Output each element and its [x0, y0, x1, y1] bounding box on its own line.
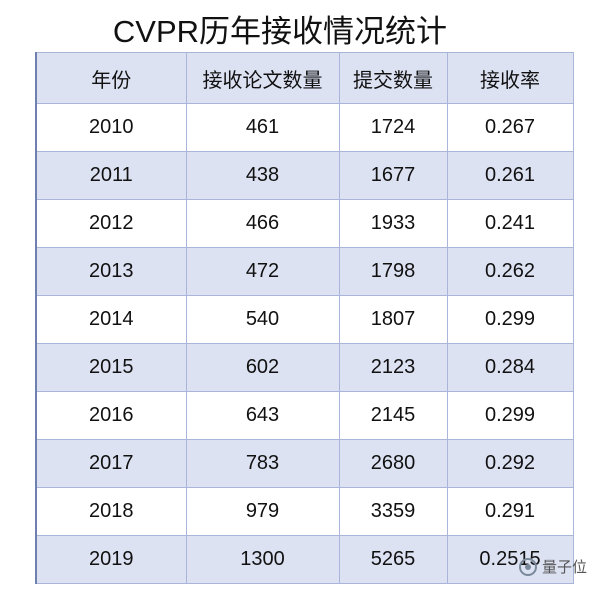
table-cell: 2013 [35, 247, 187, 296]
table-row: 2010 461 1724 0.267 [35, 103, 574, 152]
data-table: 年份 接收论文数量 提交数量 接收率 2010 461 1724 0.267 2011 438 1… [35, 52, 574, 584]
table-body: 2010 461 1724 0.267 2011 438 1677 0.261 2012 466 1… [35, 103, 574, 584]
table-cell: 461 [185, 103, 340, 152]
table-cell: 472 [185, 247, 340, 296]
table-cell: 2017 [35, 439, 187, 488]
watermark: 量子位 [518, 556, 587, 577]
column-header: 年份 [35, 52, 187, 104]
table-row: 2011 438 1677 0.261 [35, 151, 574, 200]
table-cell: 0.262 [446, 247, 574, 296]
table-cell: 783 [185, 439, 340, 488]
table-cell: 0.299 [446, 295, 574, 344]
table-cell: 602 [185, 343, 340, 392]
table-cell: 2016 [35, 391, 187, 440]
column-header: 接收率 [446, 52, 574, 104]
table-cell: 3359 [338, 487, 448, 536]
table-row: 2019 1300 5265 0.2515 [35, 535, 574, 584]
table-cell: 540 [185, 295, 340, 344]
table-cell: 0.261 [446, 151, 574, 200]
table-cell: 0.299 [446, 391, 574, 440]
table-cell: 2123 [338, 343, 448, 392]
table-cell: 2018 [35, 487, 187, 536]
table-row: 2017 783 2680 0.292 [35, 439, 574, 488]
table-cell: 1724 [338, 103, 448, 152]
table-cell: 5265 [338, 535, 448, 584]
table-cell: 438 [185, 151, 340, 200]
column-header: 提交数量 [338, 52, 448, 104]
table-row: 2016 643 2145 0.299 [35, 391, 574, 440]
table-row: 2014 540 1807 0.299 [35, 295, 574, 344]
table-row: 2018 979 3359 0.291 [35, 487, 574, 536]
table-cell: 2010 [35, 103, 187, 152]
table-cell: 2015 [35, 343, 187, 392]
table-cell: 2019 [35, 535, 187, 584]
table-cell: 2012 [35, 199, 187, 248]
table-row: 2012 466 1933 0.241 [35, 199, 574, 248]
table-cell: 0.291 [446, 487, 574, 536]
table-cell: 0.2515 [446, 535, 574, 584]
header-row: 年份 接收论文数量 提交数量 接收率 [35, 52, 574, 104]
table-cell: 2014 [35, 295, 187, 344]
watermark-icon [519, 557, 537, 576]
column-header: 接收论文数量 [185, 52, 340, 104]
table-cell: 1677 [338, 151, 448, 200]
table-cell: 0.241 [446, 199, 574, 248]
table-cell: 2145 [338, 391, 448, 440]
table-cell: 2011 [35, 151, 187, 200]
title: CVPR历年接收情况统计 [112, 14, 448, 49]
table-cell: 979 [185, 487, 340, 536]
table-cell: 0.292 [446, 439, 574, 488]
table-cell: 466 [185, 199, 340, 248]
table-cell: 1933 [338, 199, 448, 248]
table-cell: 1807 [338, 295, 448, 344]
table-cell: 0.267 [446, 103, 574, 152]
table-row: 2013 472 1798 0.262 [35, 247, 574, 296]
watermark-text: 量子位 [542, 559, 588, 576]
table-cell: 1798 [338, 247, 448, 296]
table-cell: 2680 [338, 439, 448, 488]
table-cell: 1300 [185, 535, 340, 584]
table-cell: 643 [185, 391, 340, 440]
table-cell: 0.284 [446, 343, 574, 392]
table-row: 2015 602 2123 0.284 [35, 343, 574, 392]
